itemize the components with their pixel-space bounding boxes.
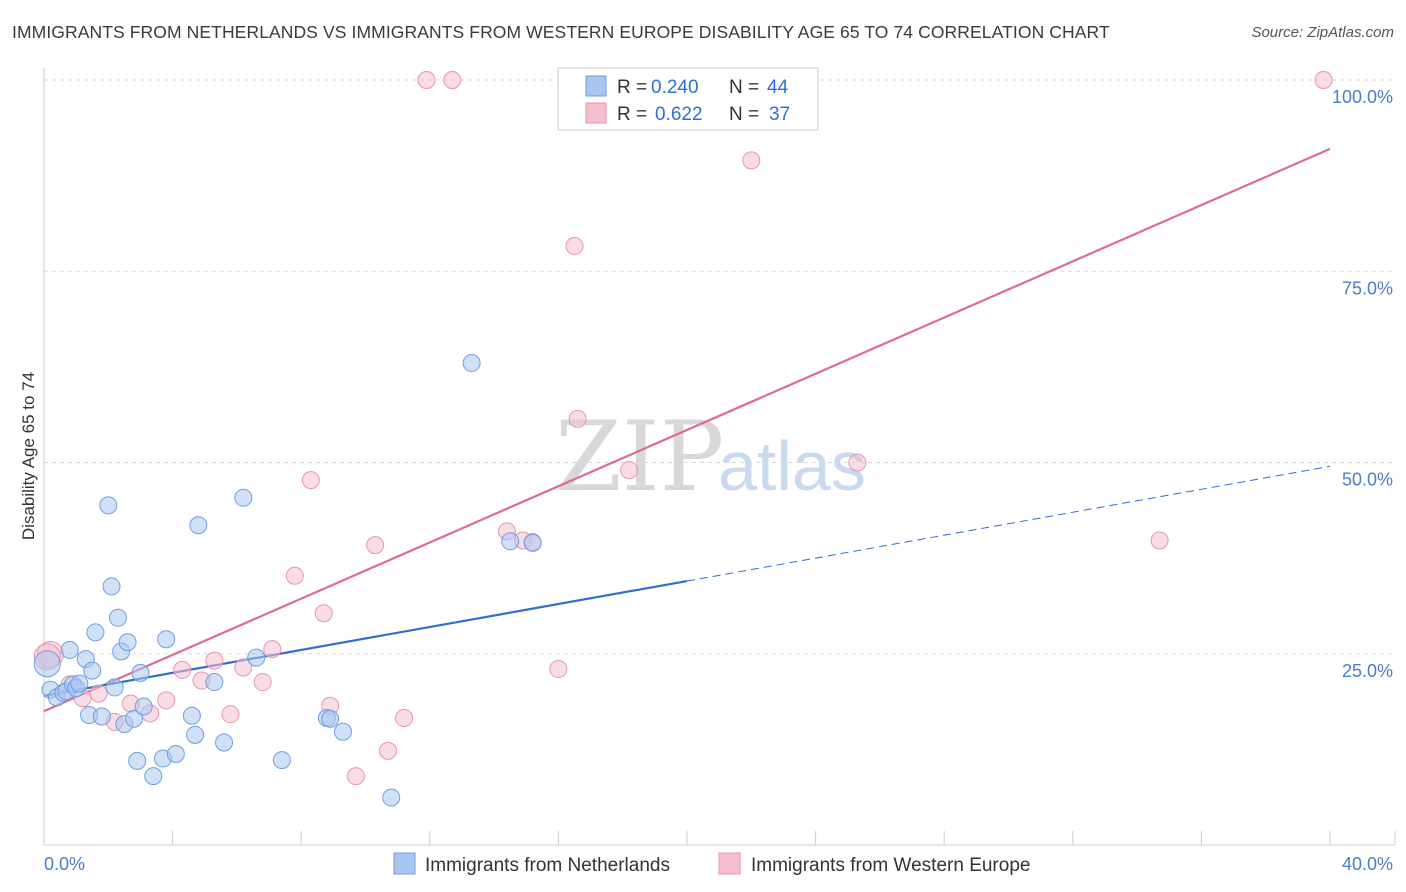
y-tick-label: 100.0% xyxy=(1332,87,1393,107)
watermark: ZIP atlas xyxy=(555,401,866,513)
point-western-europe xyxy=(263,640,282,659)
x-tick-labels: 0.0% 40.0% xyxy=(44,854,1393,874)
x-tick-label: 0.0% xyxy=(44,854,85,874)
point-netherlands xyxy=(102,577,121,596)
legend-n-value-1: 44 xyxy=(767,77,789,98)
point-netherlands xyxy=(157,630,176,649)
point-netherlands xyxy=(523,533,542,552)
point-netherlands xyxy=(99,496,118,515)
y-tick-label: 75.0% xyxy=(1342,278,1393,298)
point-netherlands xyxy=(382,788,401,807)
point-western-europe xyxy=(366,536,385,555)
y-tick-labels: 25.0% 50.0% 75.0% 100.0% xyxy=(1332,87,1393,681)
point-western-europe xyxy=(549,660,568,679)
point-western-europe xyxy=(565,237,584,256)
point-netherlands xyxy=(234,488,253,507)
point-western-europe xyxy=(314,604,333,623)
point-netherlands xyxy=(134,697,153,716)
point-netherlands xyxy=(186,725,205,744)
point-western-europe xyxy=(395,709,414,728)
point-netherlands xyxy=(131,663,150,682)
point-netherlands xyxy=(189,516,208,535)
point-netherlands xyxy=(60,640,79,659)
point-western-europe xyxy=(379,741,398,760)
point-western-europe xyxy=(253,673,272,692)
point-western-europe xyxy=(285,566,304,585)
point-netherlands xyxy=(272,751,291,770)
point-western-europe xyxy=(221,705,240,724)
chart-title: IMMIGRANTS FROM NETHERLANDS VS IMMIGRANT… xyxy=(12,22,1110,42)
point-netherlands xyxy=(128,751,147,770)
legend-r-label-2: R = xyxy=(617,104,647,125)
point-netherlands xyxy=(501,532,520,551)
point-western-europe xyxy=(620,461,639,480)
axes xyxy=(43,68,1396,846)
bottom-legend-swatch-netherlands xyxy=(393,852,416,875)
legend-n-label-1: N = xyxy=(729,77,759,98)
y-axis-label: Disability Age 65 to 74 xyxy=(19,372,38,540)
bottom-legend-label-netherlands: Immigrants from Netherlands xyxy=(425,855,670,876)
trend-line-western-europe xyxy=(43,147,1331,713)
point-netherlands xyxy=(215,733,234,752)
point-netherlands xyxy=(462,354,481,373)
point-netherlands xyxy=(166,744,185,763)
gridlines xyxy=(44,79,1395,655)
legend-n-value-2: 37 xyxy=(769,104,790,125)
legend-swatch-western-europe xyxy=(585,102,607,124)
point-netherlands xyxy=(105,678,124,697)
point-netherlands xyxy=(108,608,127,627)
point-netherlands xyxy=(70,674,89,693)
point-western-europe xyxy=(568,409,587,428)
y-tick-label: 50.0% xyxy=(1342,470,1393,490)
data-points xyxy=(33,71,1333,807)
point-netherlands xyxy=(83,661,102,680)
point-western-europe xyxy=(301,471,320,490)
point-western-europe xyxy=(1150,531,1169,550)
point-western-europe xyxy=(89,684,108,703)
point-netherlands xyxy=(86,623,105,642)
point-western-europe xyxy=(443,71,462,89)
point-western-europe xyxy=(205,651,224,670)
point-netherlands xyxy=(125,709,144,728)
point-netherlands xyxy=(118,633,137,652)
point-western-europe xyxy=(173,660,192,679)
trend-line-netherlands-extension xyxy=(686,465,1331,582)
y-tick-label: 25.0% xyxy=(1342,661,1393,681)
point-western-europe xyxy=(742,151,761,170)
point-netherlands xyxy=(321,709,340,728)
point-western-europe xyxy=(234,658,253,677)
correlation-legend: R = 0.240 N = 44 R = 0.622 N = 37 xyxy=(557,67,819,131)
point-netherlands xyxy=(33,650,61,678)
bottom-legend-label-western-europe: Immigrants from Western Europe xyxy=(751,855,1030,876)
point-netherlands xyxy=(92,707,111,726)
source-label: Source: ZipAtlas.com xyxy=(1251,24,1394,41)
trend-line-netherlands xyxy=(43,579,688,697)
point-western-europe xyxy=(157,691,176,710)
legend-r-value-2: 0.622 xyxy=(655,104,703,125)
legend-swatch-netherlands xyxy=(585,75,607,97)
x-tick-label: 40.0% xyxy=(1342,854,1393,874)
point-western-europe xyxy=(346,767,365,786)
legend-r-label-1: R = xyxy=(617,77,647,98)
watermark-atlas-text: atlas xyxy=(718,427,866,505)
legend-n-label-2: N = xyxy=(729,104,759,125)
point-netherlands xyxy=(333,722,352,741)
legend-r-value-1: 0.240 xyxy=(651,77,699,98)
point-netherlands xyxy=(205,673,224,692)
series-legend: Immigrants from Netherlands Immigrants f… xyxy=(393,852,1030,876)
bottom-legend-swatch-western-europe xyxy=(718,852,741,875)
point-netherlands xyxy=(247,648,266,667)
trend-lines xyxy=(43,147,1331,713)
point-netherlands xyxy=(182,706,201,725)
point-western-europe xyxy=(1314,71,1333,89)
point-netherlands xyxy=(144,767,163,786)
point-western-europe xyxy=(848,453,867,472)
point-western-europe xyxy=(417,71,436,89)
